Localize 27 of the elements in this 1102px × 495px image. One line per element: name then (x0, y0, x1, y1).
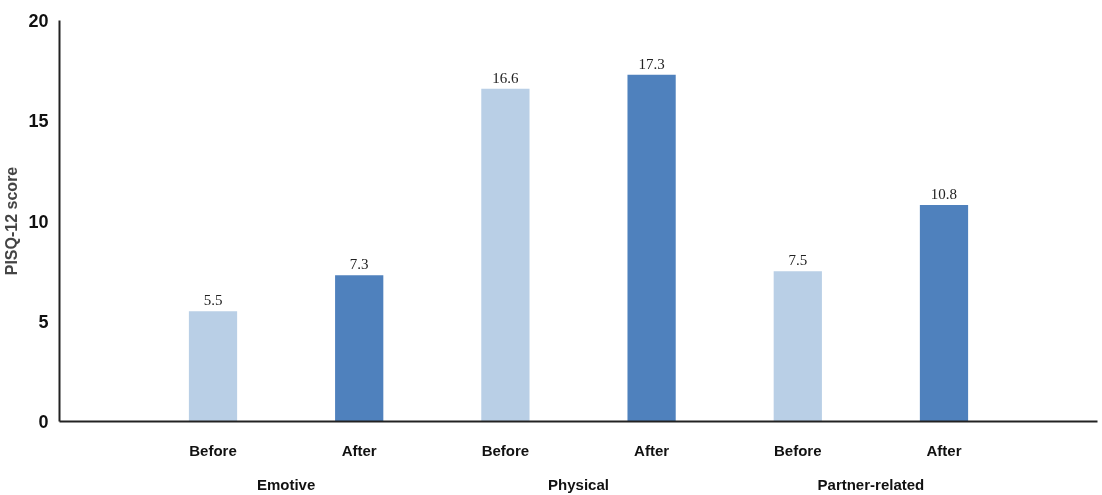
data-label: 5.5 (203, 292, 223, 309)
data-label: 17.3 (638, 55, 665, 72)
x-tick-label: Partner-related (817, 475, 925, 493)
bar (188, 311, 238, 422)
bar (627, 74, 676, 422)
x-tick-label: Emotive (256, 475, 316, 493)
y-tick-label: 15 (28, 111, 49, 132)
bar (481, 88, 530, 422)
data-label: 16.6 (492, 69, 520, 86)
x-tick-label: Physical (548, 475, 609, 493)
text: Before (774, 441, 822, 459)
bar (773, 271, 822, 422)
data-label: 7.5 (788, 252, 808, 269)
series-label: Before (189, 441, 237, 459)
bar (919, 204, 969, 422)
data-label: 10.8 (930, 185, 958, 202)
y-tick-label: 20 (28, 11, 49, 31)
text: Before (481, 441, 530, 459)
series-label: After (341, 441, 377, 459)
y-tick-label: 5 (38, 311, 49, 332)
y-axis-title: PISQ-12 score (3, 166, 21, 276)
y-tick-label: 10 (28, 211, 49, 232)
text: After (634, 441, 670, 459)
data-label: 7.3 (349, 256, 369, 273)
text: After (926, 441, 962, 459)
bar (335, 275, 384, 422)
y-tick-label: 0 (38, 412, 49, 432)
